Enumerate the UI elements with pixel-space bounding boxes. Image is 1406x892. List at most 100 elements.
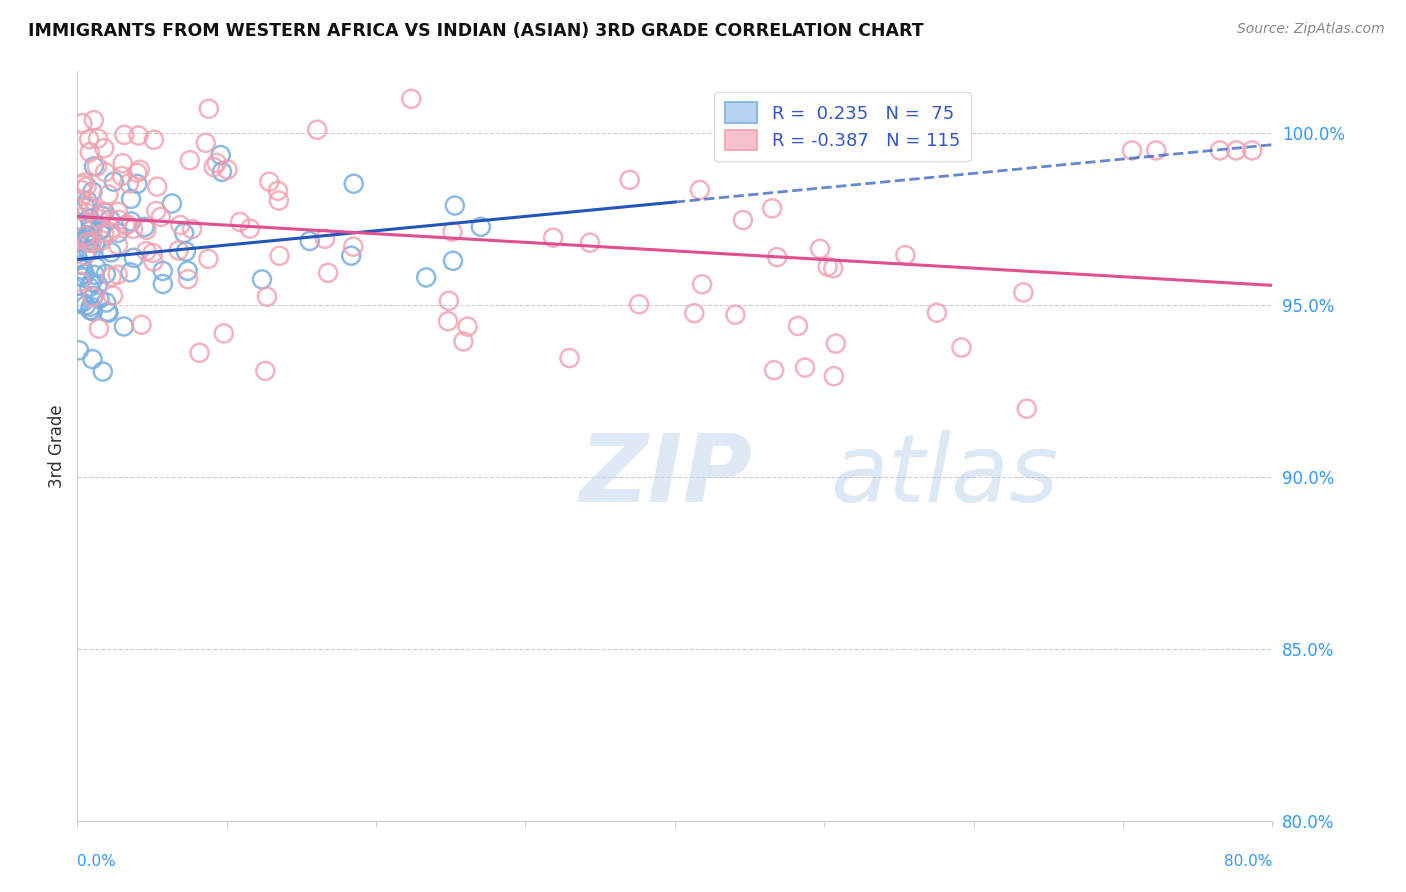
Point [112, 128, 135, 142]
Text: ZIP: ZIP [579, 430, 752, 522]
Point [690, 277, 713, 292]
Point [298, 234, 321, 248]
Point [724, 308, 747, 322]
Point [808, 242, 831, 256]
Point [72, 262, 94, 277]
Point [93, 205, 115, 219]
Point [73, 176, 96, 190]
Point [135, 244, 157, 259]
Point [250, 272, 273, 286]
Point [558, 351, 581, 365]
Point [787, 318, 810, 333]
Point [134, 220, 156, 235]
Legend: R =  0.235   N =  75, R = -0.387   N = 115: R = 0.235 N = 75, R = -0.387 N = 115 [714, 92, 970, 161]
Point [794, 360, 817, 375]
Point [87, 211, 110, 226]
Point [142, 246, 165, 260]
Point [67, 343, 90, 358]
Point [79, 145, 101, 160]
Point [107, 238, 129, 252]
Point [135, 223, 157, 237]
Point [101, 288, 124, 302]
Point [149, 210, 172, 224]
Point [824, 336, 846, 351]
Point [160, 196, 183, 211]
Point [73, 228, 96, 243]
Point [1209, 144, 1232, 158]
Point [269, 249, 291, 263]
Point [111, 169, 134, 183]
Point [107, 226, 129, 240]
Point [86, 160, 108, 174]
Point [441, 253, 464, 268]
Point [205, 156, 228, 170]
Point [87, 277, 110, 292]
Point [437, 293, 460, 308]
Point [763, 363, 786, 377]
Point [1241, 144, 1264, 158]
Point [117, 218, 139, 232]
Point [174, 244, 197, 259]
Point [79, 303, 101, 318]
Point [79, 211, 101, 226]
Point [579, 235, 602, 250]
Point [925, 306, 948, 320]
Point [142, 133, 165, 147]
Text: 0.0%: 0.0% [77, 855, 117, 870]
Point [188, 346, 211, 360]
Point [76, 206, 98, 220]
Point [169, 218, 191, 232]
Point [80, 300, 103, 314]
Point [628, 297, 651, 311]
Point [76, 243, 98, 257]
Point [73, 267, 96, 281]
Point [82, 352, 104, 367]
Text: atlas: atlas [831, 431, 1059, 522]
Point [145, 204, 167, 219]
Point [82, 290, 104, 304]
Point [340, 249, 363, 263]
Point [90, 223, 112, 237]
Point [128, 162, 150, 177]
Point [131, 318, 153, 332]
Point [94, 267, 117, 281]
Point [120, 192, 142, 206]
Point [198, 102, 221, 116]
Point [177, 272, 200, 286]
Point [194, 136, 217, 150]
Point [457, 319, 479, 334]
Point [93, 205, 115, 219]
Point [267, 184, 290, 198]
Point [72, 178, 94, 192]
Point [91, 209, 114, 223]
Point [76, 179, 98, 194]
Point [766, 250, 789, 264]
Point [817, 260, 839, 274]
Point [69, 275, 91, 289]
Point [72, 116, 94, 130]
Point [80, 244, 103, 258]
Point [80, 275, 103, 289]
Point [76, 235, 98, 249]
Point [97, 306, 120, 320]
Point [100, 269, 122, 284]
Point [120, 214, 142, 228]
Point [217, 162, 239, 177]
Point [97, 187, 120, 202]
Point [122, 222, 145, 236]
Point [173, 226, 195, 240]
Point [91, 233, 114, 247]
Point [93, 226, 115, 240]
Point [179, 153, 201, 168]
Point [77, 229, 100, 244]
Point [77, 280, 100, 294]
Point [1015, 401, 1038, 416]
Point [83, 268, 105, 282]
Point [80, 219, 103, 234]
Point [83, 159, 105, 173]
Point [97, 305, 120, 319]
Point [93, 141, 115, 155]
Point [80, 235, 103, 250]
Point [211, 165, 233, 179]
Point [82, 304, 104, 318]
